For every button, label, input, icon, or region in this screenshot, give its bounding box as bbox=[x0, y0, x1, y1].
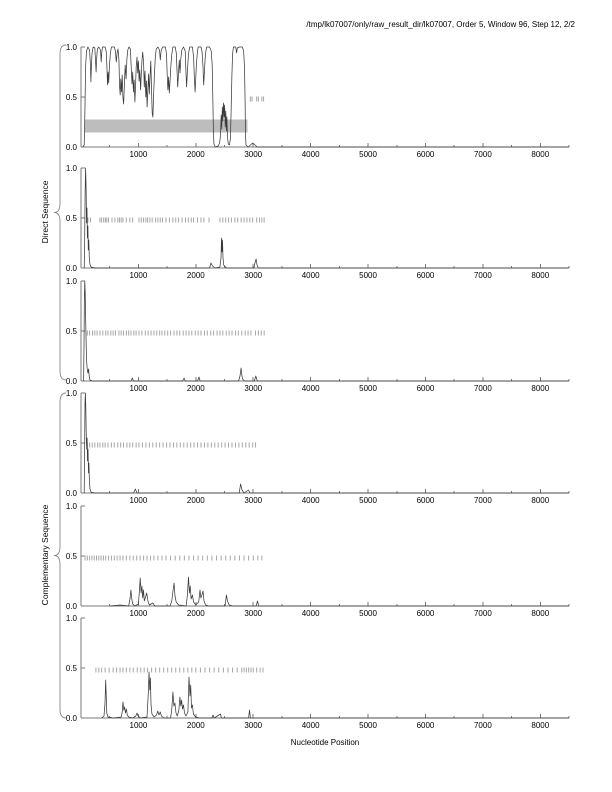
threshold-band bbox=[85, 119, 248, 133]
x-tick-label: 5000 bbox=[359, 609, 377, 618]
x-tick-label: 8000 bbox=[531, 496, 549, 505]
probability-curve bbox=[83, 167, 569, 269]
y-tick-label: 1.0 bbox=[66, 277, 78, 286]
x-tick-label: 6000 bbox=[417, 271, 435, 280]
codon-marks bbox=[95, 667, 264, 673]
x-tick-label: 4000 bbox=[302, 271, 320, 280]
codon-marks bbox=[87, 217, 265, 223]
y-tick-label: 0.5 bbox=[66, 93, 78, 102]
y-tick-label: 0.0 bbox=[66, 714, 78, 723]
axes-frame bbox=[80, 617, 570, 719]
probability-curve bbox=[82, 46, 569, 148]
x-tick-label: 5000 bbox=[359, 384, 377, 393]
x-tick-label: 4000 bbox=[302, 384, 320, 393]
y-tick-label: 0.5 bbox=[66, 552, 78, 561]
x-tick-label: 7000 bbox=[474, 384, 492, 393]
y-tick-label: 0.0 bbox=[66, 602, 78, 611]
axes-frame bbox=[80, 167, 570, 269]
codon-marks bbox=[84, 555, 263, 561]
x-tick-label: 8000 bbox=[531, 384, 549, 393]
x-tick-label: 4000 bbox=[302, 150, 320, 159]
y-tick-label: 0.0 bbox=[66, 143, 78, 152]
x-tick-label: 8000 bbox=[531, 271, 549, 280]
y-tick-label: 1.0 bbox=[66, 389, 78, 398]
x-tick-label: 1000 bbox=[130, 496, 148, 505]
axes-frame bbox=[80, 392, 570, 494]
x-tick-label: 5000 bbox=[359, 150, 377, 159]
x-tick-label: 2000 bbox=[187, 721, 205, 730]
x-tick-label: 3000 bbox=[244, 496, 262, 505]
x-tick-label: 6000 bbox=[417, 150, 435, 159]
panel-complementary-panel-3: 1000 2000 3000 4000 5000 6000 7000 8000 1.0 0.5 0.… bbox=[66, 614, 570, 730]
x-tick-label: 7000 bbox=[474, 609, 492, 618]
y-tick-label: 0.5 bbox=[66, 439, 78, 448]
x-tick-label: 3000 bbox=[244, 384, 262, 393]
y-tick-label: 0.5 bbox=[66, 664, 78, 673]
x-tick-label: 6000 bbox=[417, 496, 435, 505]
x-tick-label: 6000 bbox=[417, 384, 435, 393]
x-tick-label: 6000 bbox=[417, 721, 435, 730]
x-axis-label: Nucleotide Position bbox=[290, 738, 360, 747]
x-tick-label: 2000 bbox=[187, 384, 205, 393]
x-tick-label: 6000 bbox=[417, 609, 435, 618]
x-tick-label: 5000 bbox=[359, 721, 377, 730]
x-tick-label: 2000 bbox=[187, 609, 205, 618]
y-tick-label: 1.0 bbox=[66, 502, 78, 511]
x-tick-label: 7000 bbox=[474, 150, 492, 159]
y-tick-label: 0.5 bbox=[66, 214, 78, 223]
x-tick-label: 5000 bbox=[359, 271, 377, 280]
x-tick-label: 4000 bbox=[302, 609, 320, 618]
x-tick-label: 8000 bbox=[531, 150, 549, 159]
y-tick-label: 1.0 bbox=[66, 43, 78, 52]
x-tick-label: 1000 bbox=[130, 721, 148, 730]
y-tick-label: 1.0 bbox=[66, 614, 78, 623]
codon-marks bbox=[86, 330, 265, 336]
x-tick-label: 8000 bbox=[531, 609, 549, 618]
y-tick-label: 1.0 bbox=[66, 164, 78, 173]
x-tick-label: 7000 bbox=[474, 271, 492, 280]
y-tick-label: 0.5 bbox=[66, 327, 78, 336]
direct-sequence-brace bbox=[53, 44, 67, 381]
probability-curve bbox=[83, 280, 569, 382]
panel-complementary-panel-2: 1000 2000 3000 4000 5000 6000 7000 8000 1.0 0.5 0.… bbox=[66, 502, 570, 618]
x-tick-label: 3000 bbox=[244, 609, 262, 618]
panel-direct-panel-3: 1000 2000 3000 4000 5000 6000 7000 8000 1.0 0.5 0.… bbox=[66, 277, 570, 393]
x-tick-label: 1000 bbox=[130, 384, 148, 393]
x-tick-label: 4000 bbox=[302, 496, 320, 505]
y-tick-label: 0.0 bbox=[66, 377, 78, 386]
x-tick-label: 7000 bbox=[474, 496, 492, 505]
x-tick-label: 1000 bbox=[130, 150, 148, 159]
probability-curve bbox=[109, 576, 569, 607]
x-tick-label: 3000 bbox=[244, 150, 262, 159]
x-tick-label: 3000 bbox=[244, 721, 262, 730]
x-tick-label: 2000 bbox=[187, 271, 205, 280]
codon-marks bbox=[249, 96, 265, 102]
codon-marks bbox=[86, 442, 257, 448]
y-tick-label: 0.0 bbox=[66, 489, 78, 498]
probability-curve bbox=[101, 671, 569, 719]
x-tick-label: 7000 bbox=[474, 721, 492, 730]
panel-direct-panel-1: 1000 2000 3000 4000 5000 6000 7000 8000 1.0 0.5 0.… bbox=[66, 43, 570, 159]
x-tick-label: 2000 bbox=[187, 150, 205, 159]
x-tick-label: 2000 bbox=[187, 496, 205, 505]
x-tick-label: 4000 bbox=[302, 721, 320, 730]
x-tick-label: 5000 bbox=[359, 496, 377, 505]
probability-curve bbox=[83, 392, 569, 494]
plot-title: /tmp/lk07007/only/raw_result_dir/lk07007… bbox=[306, 20, 575, 29]
x-tick-label: 3000 bbox=[244, 271, 262, 280]
panel-complementary-panel-1: 1000 2000 3000 4000 5000 6000 7000 8000 1.0 0.5 0.… bbox=[66, 389, 570, 505]
panel-direct-panel-2: 1000 2000 3000 4000 5000 6000 7000 8000 1.0 0.5 0.… bbox=[66, 164, 570, 280]
x-tick-label: 1000 bbox=[130, 609, 148, 618]
x-tick-label: 8000 bbox=[531, 721, 549, 730]
complementary-sequence-brace bbox=[53, 392, 67, 719]
y-tick-label: 0.0 bbox=[66, 264, 78, 273]
x-tick-label: 1000 bbox=[130, 271, 148, 280]
